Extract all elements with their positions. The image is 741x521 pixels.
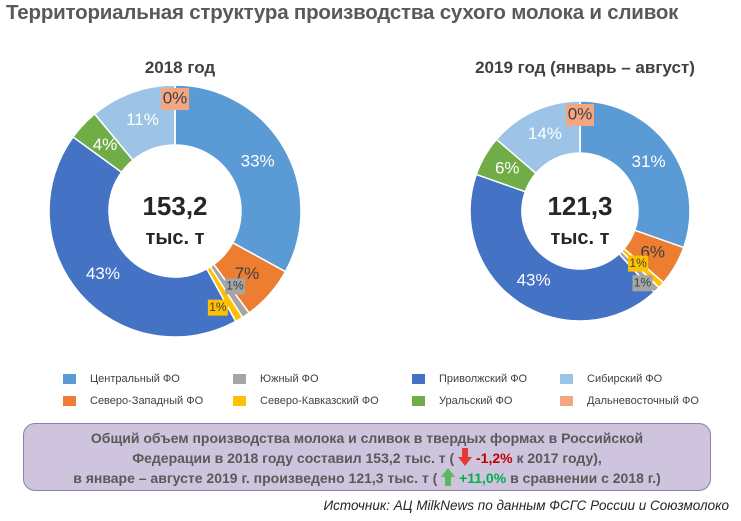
slice-label-background [224, 278, 245, 295]
legend-item-north-caucasus: Северо-Кавказский ФО [233, 395, 379, 407]
arrow-down-icon [458, 448, 473, 466]
slice-label-background [161, 88, 189, 110]
donut-chart-2018: 33%7%1%1%43%4%11%0% 153,2 тыс. т [48, 86, 302, 338]
legend-label: Приволжский ФО [439, 373, 528, 385]
donut-slice [579, 100, 691, 249]
legend-label: Северо-Западный ФО [90, 395, 204, 407]
legend-swatch [63, 396, 76, 407]
slice-label-background [628, 255, 649, 272]
slice-label: 1% [634, 275, 652, 289]
legend-item-siberia: Сибирский ФО [560, 373, 662, 385]
donut-slice [93, 86, 176, 162]
legend-swatch [412, 374, 425, 385]
chart-title-2019: 2019 год (январь – август) [475, 58, 695, 77]
legend-label: Дальневосточный ФО [587, 395, 699, 407]
legend-label: Уральский ФО [439, 395, 513, 407]
slice-label: 6% [495, 158, 520, 177]
legend-label: Центральный ФО [90, 373, 180, 385]
summary-line-3: в январе – августе 2019 г. произведено 1… [24, 468, 710, 488]
summary-2019-suffix: в сравнении с 2018 г.) [510, 470, 661, 486]
chart-title-2018: 2018 год [144, 58, 216, 77]
summary-2018-suffix: к 2017 году), [516, 450, 602, 466]
summary-2018-text: Федерации в 2018 году составил 153,2 тыс… [132, 450, 455, 466]
slice-label: 1% [226, 279, 244, 293]
donut-slice [48, 135, 237, 338]
legend-swatch [63, 374, 76, 385]
legend-swatch [560, 374, 573, 385]
legend-item-central: Центральный ФО [63, 373, 180, 385]
slice-label: 31% [632, 152, 666, 171]
change-2018: -1,2% [476, 450, 513, 466]
slice-label: 33% [241, 152, 275, 171]
summary-line-1: Общий объем производства молока и сливок… [90, 430, 644, 446]
slice-label: 11% [126, 110, 159, 129]
legend-label: Южный ФО [260, 373, 319, 385]
center-value: 153,2 [142, 191, 207, 221]
legend-item-south: Южный ФО [233, 373, 319, 385]
legend-label: Сибирский ФО [587, 373, 663, 385]
legend-item-far-east: Дальневосточный ФО [560, 395, 699, 407]
slice-label: 1% [629, 256, 647, 270]
summary-line-2: Федерации в 2018 году составил 153,2 тыс… [24, 448, 710, 468]
slice-label-background [632, 275, 653, 292]
summary-2019-text: в январе – августе 2019 г. произведено 1… [73, 470, 438, 486]
donut-slice [469, 173, 656, 322]
legend-swatch [412, 396, 425, 407]
summary-box: Общий объем производства молока и сливок… [23, 423, 711, 491]
arrow-up-icon [441, 468, 456, 486]
legend-item-northwest: Северо-Западный ФО [63, 395, 203, 407]
slice-label: 4% [93, 135, 118, 154]
slice-label: 7% [235, 264, 260, 283]
source-note: Источник: АЦ MilkNews по данным ФСГС Рос… [323, 498, 730, 513]
slice-label: 0% [163, 88, 188, 107]
center-value: 121,3 [547, 191, 612, 221]
legend-item-ural: Уральский ФО [412, 395, 512, 407]
slice-label: 1% [209, 300, 227, 314]
slice-label-background [207, 299, 228, 316]
slice-label: 14% [528, 124, 562, 143]
legend: Центральный ФО Южный ФО Приволжский ФО С… [55, 368, 735, 412]
page-title: Территориальная структура производства с… [6, 1, 679, 24]
center-unit: тыс. т [146, 227, 205, 249]
slice-label: 43% [517, 271, 551, 290]
change-2019: +11,0% [459, 470, 507, 486]
legend-swatch [233, 396, 246, 407]
legend-swatch [233, 374, 246, 385]
donut-chart-2019: 31%6%1%1%43%6%14%0% 121,3 тыс. т [469, 100, 691, 322]
center-unit: тыс. т [551, 227, 610, 249]
slice-label: 0% [568, 104, 593, 123]
slice-label: 43% [86, 264, 120, 283]
legend-label: Северо-Кавказский ФО [260, 395, 379, 407]
legend-swatch [560, 396, 573, 407]
donut-slice [174, 86, 302, 273]
slice-label-background [566, 104, 594, 126]
legend-item-volga: Приволжский ФО [412, 373, 527, 385]
